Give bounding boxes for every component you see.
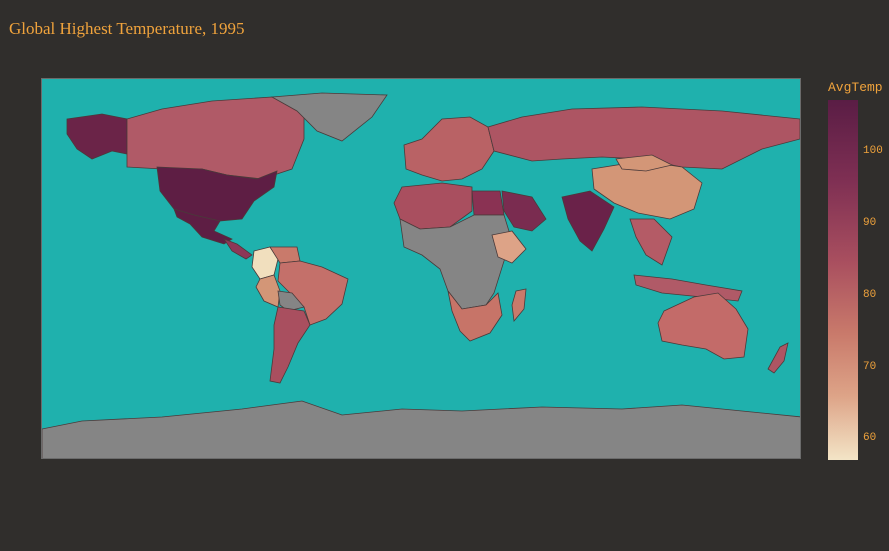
colorbar-tick: 70 — [863, 361, 877, 373]
region-central-africa[interactable] — [399, 214, 513, 310]
region-egypt[interactable] — [471, 190, 505, 216]
region-peru[interactable] — [255, 274, 281, 308]
colorbar-tick: 100 — [863, 145, 883, 157]
world-map[interactable] — [41, 78, 801, 459]
colorbar-title: AvgTemp — [828, 80, 883, 95]
region-greenland[interactable] — [270, 92, 388, 142]
region-alaska[interactable] — [66, 113, 128, 160]
region-southeast-asia[interactable] — [629, 218, 673, 266]
region-australia[interactable] — [657, 292, 749, 360]
region-argentina[interactable] — [269, 306, 311, 384]
region-madagascar[interactable] — [511, 288, 527, 322]
colorbar-tick: 80 — [863, 289, 877, 301]
region-mongolia[interactable] — [615, 154, 674, 172]
region-antarctica[interactable] — [42, 400, 801, 459]
region-ethiopia[interactable] — [491, 230, 527, 264]
colorbar — [828, 100, 858, 460]
region-bolivia[interactable] — [277, 290, 305, 312]
map-svg — [42, 92, 801, 459]
region-brazil[interactable] — [277, 260, 349, 326]
region-europe[interactable] — [403, 116, 495, 182]
region-new-zealand[interactable] — [767, 342, 789, 374]
region-indonesia[interactable] — [633, 274, 743, 302]
region-southern-africa[interactable] — [447, 290, 503, 342]
colorbar-tick: 60 — [863, 432, 877, 444]
chart-title: Global Highest Temperature, 1995 — [9, 19, 245, 38]
region-central-america[interactable] — [222, 238, 253, 260]
colorbar-tick: 90 — [863, 217, 877, 229]
region-russia[interactable] — [487, 106, 800, 170]
region-india[interactable] — [561, 190, 615, 252]
region-canada[interactable] — [126, 96, 305, 180]
region-arabia[interactable] — [501, 190, 547, 232]
